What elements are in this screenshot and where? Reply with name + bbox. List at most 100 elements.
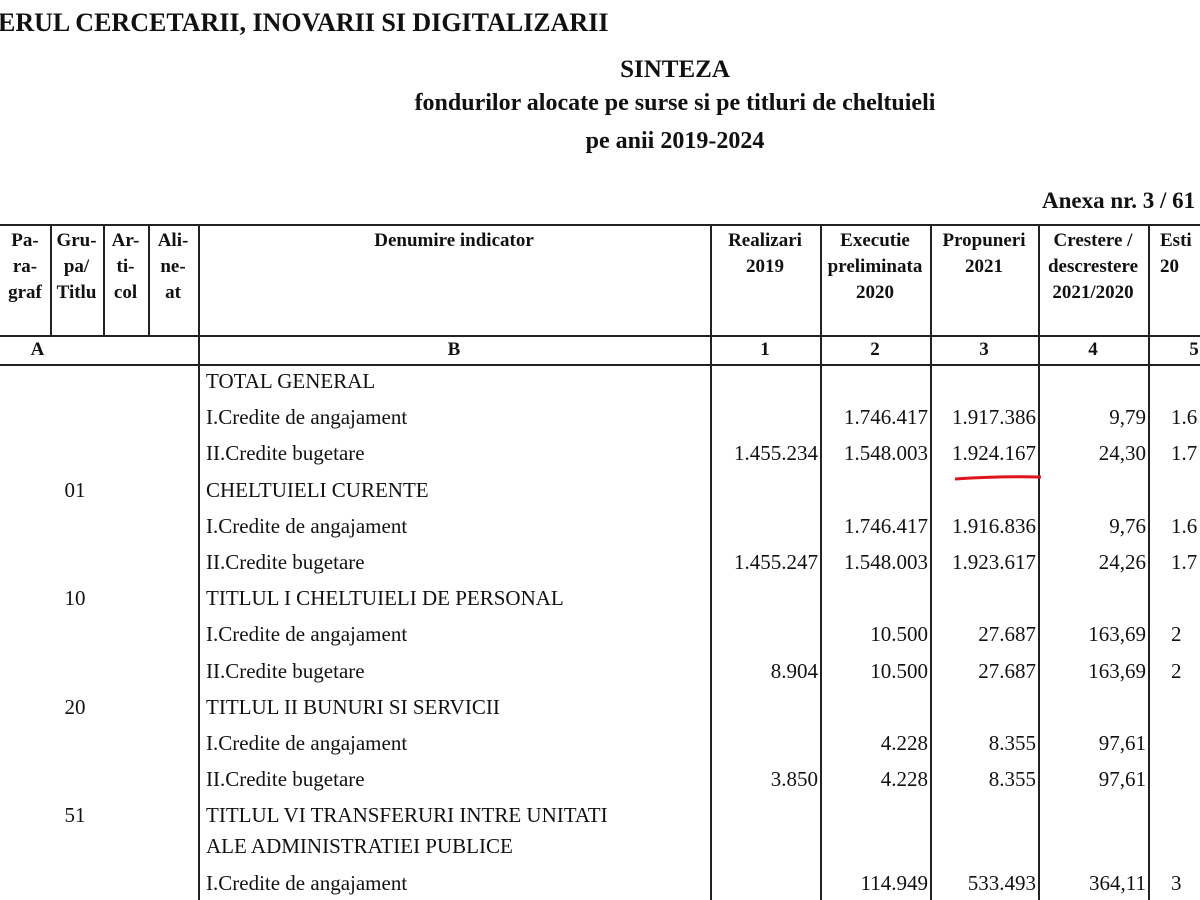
row-label: I.Credite de angajament — [206, 870, 408, 895]
column-header: Propuneri — [942, 230, 1026, 251]
row-code: 20 — [64, 694, 86, 719]
rule — [198, 224, 200, 900]
column-header: Titlu — [56, 282, 97, 303]
index-label: 2 — [870, 339, 880, 360]
row-value: 10.500 — [870, 658, 928, 683]
row-code: 51 — [64, 803, 86, 828]
row-value: 8.355 — [988, 767, 1036, 792]
row-value: 97,61 — [1098, 767, 1146, 792]
row-value: 1.7 — [1171, 550, 1198, 574]
row-value: 533.493 — [967, 870, 1036, 895]
row-value: 8.355 — [988, 731, 1036, 755]
column-header: at — [165, 282, 181, 303]
column-header: Executie — [840, 230, 910, 251]
row-value: 24,30 — [1098, 441, 1146, 466]
row-value: 4.228 — [880, 767, 928, 792]
rule — [1038, 224, 1040, 900]
row-value: 1.6 — [1171, 405, 1198, 430]
rule — [103, 224, 105, 335]
rule — [0, 364, 1200, 366]
row-value: 163,69 — [1088, 622, 1146, 647]
row-value: 114.949 — [860, 870, 928, 895]
row-label: TITLUL VI TRANSFERURI INTRE UNITATI — [206, 803, 608, 828]
doc-subtitle: fondurilor alocate pe surse si pe titlur… — [414, 90, 936, 116]
row-label: II.Credite bugetare — [206, 767, 365, 792]
column-header: col — [113, 282, 138, 303]
row-value: 1.746.417 — [844, 513, 928, 538]
row-value: 1.746.417 — [844, 405, 928, 430]
row-value: 364,11 — [1089, 870, 1146, 895]
rule — [710, 224, 712, 900]
row-label: I.Credite de angajament — [206, 731, 408, 755]
index-label: 3 — [979, 339, 989, 360]
row-code: 10 — [64, 586, 86, 611]
row-value: 1.455.247 — [734, 550, 818, 574]
index-label: A — [30, 339, 45, 360]
row-label: I.Credite de angajament — [206, 513, 408, 538]
column-header: graf — [8, 282, 42, 303]
column-header: preliminata — [827, 256, 923, 277]
row-value: 24,26 — [1098, 550, 1146, 574]
index-label: 4 — [1088, 339, 1098, 360]
rule — [820, 224, 822, 900]
row-value: 1.7 — [1171, 441, 1198, 466]
column-header: Esti — [1160, 230, 1192, 251]
column-header: Gru- — [56, 230, 97, 251]
row-value: 163,69 — [1088, 658, 1146, 683]
row-value: 4.228 — [880, 731, 928, 755]
annex: Anexa nr. 3 / 61 — [1042, 188, 1196, 213]
ministry: ERUL CERCETARII, INOVARII SI DIGITALIZAR… — [0, 8, 609, 37]
rule — [0, 335, 1200, 337]
row-value: 9,76 — [1109, 513, 1146, 538]
rule — [930, 224, 932, 900]
row-value: 2 — [1171, 622, 1182, 647]
row-label: TITLUL I CHELTUIELI DE PERSONAL — [206, 586, 564, 611]
row-value: 1.924.167 — [952, 441, 1036, 466]
row-label: I.Credite de angajament — [206, 405, 408, 430]
row-value: 1.455.234 — [734, 441, 818, 466]
column-header: descrestere — [1047, 256, 1139, 277]
row-value: 8.904 — [770, 658, 818, 683]
rule — [148, 224, 150, 335]
row-code: 01 — [64, 477, 86, 502]
row-value: 27.687 — [978, 622, 1036, 647]
row-label: II.Credite bugetare — [206, 441, 365, 466]
rule — [0, 224, 1200, 226]
row-value: 2 — [1171, 658, 1182, 683]
rule — [50, 224, 52, 335]
row-value: 1.548.003 — [844, 550, 928, 574]
column-header: Realizari — [728, 230, 802, 251]
doc-title: SINTEZA — [620, 56, 730, 83]
index-label: 1 — [760, 339, 770, 360]
index-label: B — [447, 339, 461, 360]
column-header: Ar- — [111, 230, 140, 251]
row-value: 1.6 — [1171, 513, 1198, 538]
column-header: pa/ — [63, 256, 90, 277]
row-value: 27.687 — [978, 658, 1036, 683]
red-underline — [954, 475, 1042, 481]
row-label: TITLUL II BUNURI SI SERVICII — [206, 694, 500, 719]
row-value: 1.917.386 — [952, 405, 1036, 430]
row-value: 1.548.003 — [844, 441, 928, 466]
rule — [1148, 224, 1150, 900]
row-value: 1.923.617 — [952, 550, 1036, 574]
column-header: 2021/2020 — [1052, 282, 1134, 303]
row-value: 9,79 — [1109, 405, 1146, 430]
row-value: 97,61 — [1098, 731, 1146, 755]
row-label: I.Credite de angajament — [206, 622, 408, 647]
row-value: 3.850 — [770, 767, 818, 792]
row-value: 3 — [1171, 870, 1182, 895]
column-header: Denumire indicator — [374, 230, 534, 251]
column-header: ne- — [160, 256, 186, 277]
row-label: II.Credite bugetare — [206, 658, 365, 683]
column-header: 2019 — [746, 256, 784, 277]
column-header: Crestere / — [1053, 230, 1133, 251]
row-label: CHELTUIELI CURENTE — [206, 477, 429, 502]
column-header: Pa- — [11, 230, 39, 251]
column-header: ra- — [12, 256, 38, 277]
row-label: TOTAL GENERAL — [206, 369, 376, 393]
row-label: II.Credite bugetare — [206, 550, 365, 574]
column-header: 2021 — [965, 256, 1003, 277]
